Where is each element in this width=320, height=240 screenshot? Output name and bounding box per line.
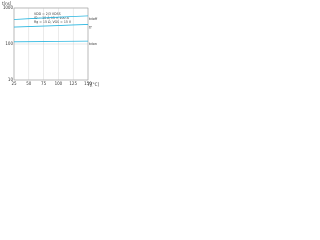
y-axis-label: t[ns] [2,1,12,6]
series-line [13,24,89,28]
x-tick-label: 125 [69,81,77,86]
y-tick-label: 10 [8,77,14,82]
series-line [13,40,89,43]
x-tick-label: 100 [55,81,63,86]
annotation: VDD = 2/3 VDSS [34,12,61,16]
y-tick-label: 100 [5,41,13,46]
annotation: Rg = 15 Ω, VGS = 15 V [34,20,72,24]
y-tick-label: 1000 [3,5,14,10]
series-line [13,15,89,20]
series-label: tdoff [89,17,98,21]
x-tick-label: 150 [84,81,92,86]
x-tick-label: 50 [26,81,32,86]
chart: t[ns] Tj[°C] VDD = 2/3 VDSS ID = 10 A, I… [2,1,100,87]
series-label: tf [89,25,92,29]
x-tick-label: 25 [11,81,17,86]
series-label: tdon [89,42,97,46]
x-tick-label: 75 [41,81,47,86]
annotation: ID = 10 A, IG = 100 A [34,16,70,20]
x-axis-label: Tj[°C] [87,82,100,87]
